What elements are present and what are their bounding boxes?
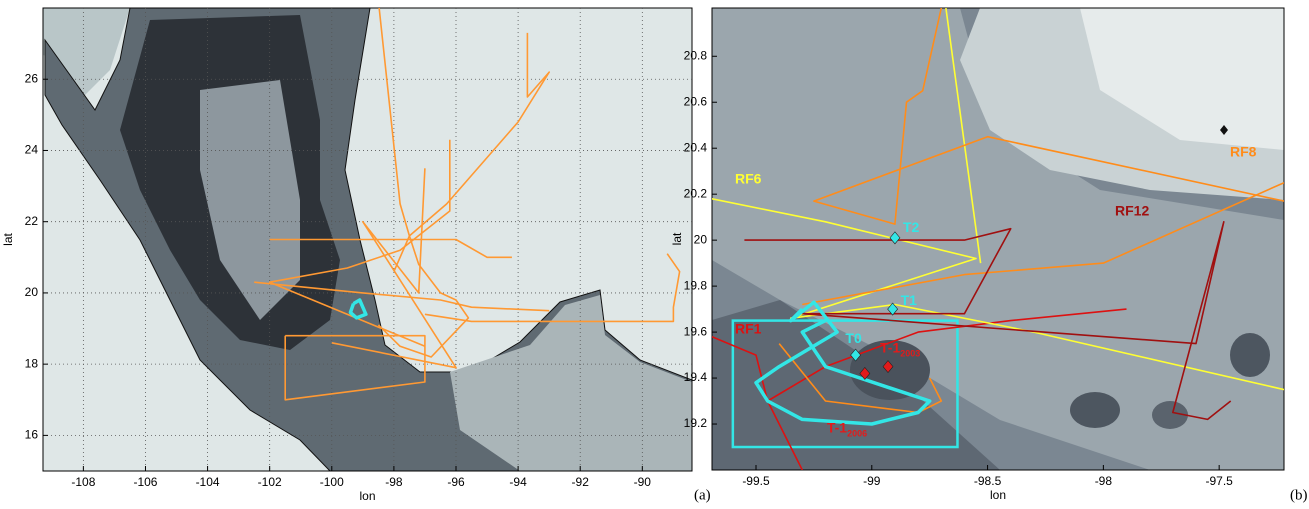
panel-label: (a) [694,487,711,503]
x-tick-label: -92 [572,475,590,489]
y-tick-label: 19.4 [684,370,708,384]
y-tick-label: 20.6 [684,94,708,108]
x-tick-label: -104 [196,475,220,489]
x-tick-label: -96 [447,475,465,489]
track-label: RF8 [1230,144,1257,160]
site-label: T1 [901,292,918,308]
x-tick-label: -106 [133,475,157,489]
track-label: RF1 [735,321,762,337]
x-tick-label: -98 [385,475,403,489]
track-label: RF12 [1115,203,1149,219]
y-tick-label: 24 [25,143,39,157]
site-label-sub: 2003 [900,349,920,359]
site-label-text: T1 [901,292,918,308]
y-tick-label: 20 [25,285,39,299]
site-label-sub: 2006 [847,429,867,439]
x-tick-label: -90 [634,475,652,489]
x-axis-label: lon [990,488,1006,502]
site-label: T0 [845,330,862,346]
y-tick-label: 22 [25,214,39,228]
site-label-text: T2 [903,219,920,235]
y-tick-label: 20 [694,232,708,246]
track-label: RF6 [735,171,762,187]
panel-label: (b) [1290,487,1308,503]
site-label-text: T-1 [827,419,847,435]
x-tick-label: -99.5 [742,474,770,488]
y-axis-label: lat [1,233,15,246]
site-label-text: T-1 [880,339,900,355]
y-tick-label: 20.2 [684,186,708,200]
y-tick-label: 16 [25,428,39,442]
terrain-b [712,8,1284,470]
y-tick-label: 20.8 [684,48,708,62]
x-tick-label: -108 [71,475,95,489]
y-tick-label: 19.8 [684,278,708,292]
x-tick-label: -98.5 [974,474,1002,488]
x-tick-label: -94 [509,475,527,489]
x-axis-label: lon [359,489,375,503]
y-tick-label: 19.6 [684,324,708,338]
y-tick-label: 20.4 [684,140,708,154]
x-tick-label: -97.5 [1205,474,1233,488]
x-tick-label: -98 [1095,474,1113,488]
x-tick-label: -100 [320,475,344,489]
x-tick-label: -99 [863,474,881,488]
y-tick-label: 18 [25,356,39,370]
y-tick-label: 19.2 [684,416,708,430]
y-tick-label: 26 [25,71,39,85]
site-label-text: T0 [845,330,862,346]
y-axis-label: lat [670,232,684,245]
figure: -108 -106 -104 -102 -100 -98 -96 -94 -92 -90 16 18 2… [0,0,1309,504]
x-tick-label: -102 [258,475,282,489]
site-label: T2 [903,219,920,235]
